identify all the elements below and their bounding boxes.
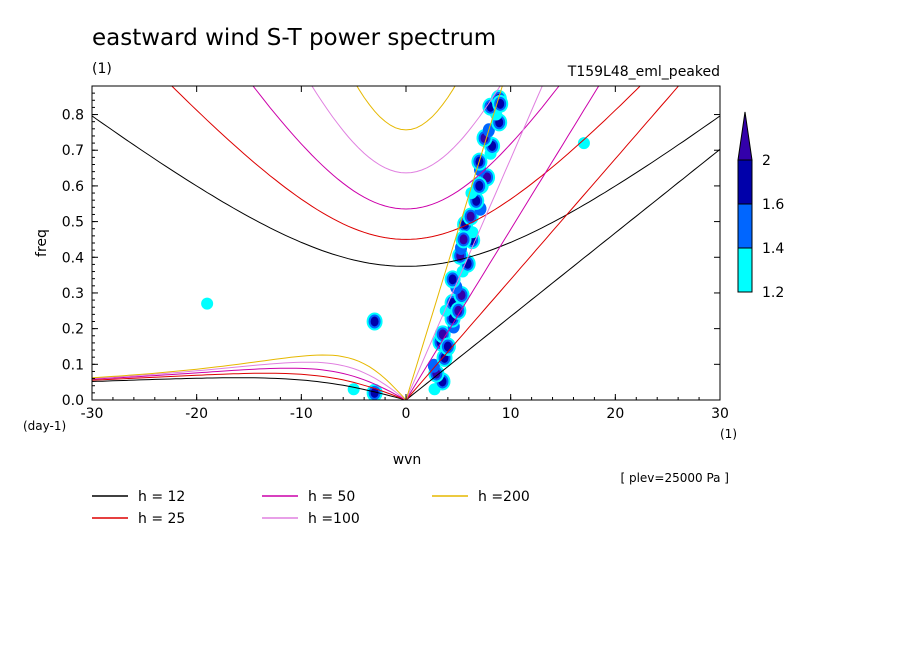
y-tick-label: 0.6 [62,179,84,195]
legend-label: h =200 [478,489,530,505]
chart-units: (1) [92,61,112,77]
x-axis-units: (1) [720,427,737,441]
dispersion-curve [92,372,407,400]
plot-frame [91,85,721,401]
power-region-outer [577,137,590,150]
legend-label: h = 50 [308,489,355,505]
y-tick-label: 0.2 [62,322,84,338]
y-tick-label: 0.8 [62,108,84,124]
power-region-core [370,316,379,327]
run-label: T159L48_eml_peaked [567,64,720,80]
y-tick-label: 0.1 [62,357,84,373]
legend-label: h = 25 [138,511,185,527]
colorbar-extend-top [737,111,753,161]
colorbar-segment [737,203,753,249]
y-tick-label: 0.5 [62,215,84,231]
x-tick-label: -20 [185,406,208,422]
dispersion-curve [405,86,600,400]
dispersion-curve [405,86,543,400]
power-region-core [438,329,447,340]
dispersion-curve [252,86,560,210]
power-region-core [459,234,468,245]
dispersion-curve [171,86,641,240]
colorbar-label: 1.6 [762,197,784,213]
power-region-core [466,211,475,222]
x-tick-label: 10 [502,406,520,422]
colorbar-label: 1.4 [762,241,784,257]
dispersion-curve [92,115,720,267]
colorbar: 2 1.6 1.4 1.2 [737,111,784,301]
x-tick-label: -30 [81,406,104,422]
dispersion-curve [311,86,501,174]
dispersion-curve [92,361,407,400]
x-tick-label: 0 [402,406,411,422]
x-tick-label: 30 [711,406,729,422]
y-tick-label: 0.3 [62,286,84,302]
y-axis-label: freq [34,229,50,257]
colorbar-segment [737,159,753,205]
y-tick-label: 0.4 [62,250,84,266]
dispersion-curve [405,148,720,400]
power-region-core [472,195,481,206]
power-region-core [475,180,484,191]
plot-area [92,86,720,400]
colorbar-label: 2 [762,153,771,169]
y-tick-label: 0.0 [62,393,84,409]
power-region-core [496,98,505,109]
power-region-mid [427,358,440,373]
power-region-outer [201,297,214,310]
colorbar-segment [737,247,753,293]
dispersion-curve [405,86,680,400]
power-region-core [443,341,452,352]
x-tick-label: -10 [290,406,313,422]
power-region-core [448,274,457,285]
legend-label: h =100 [308,511,360,527]
colorbar-label: 1.2 [762,285,784,301]
power-region-core [370,387,379,398]
dispersion-curve [92,354,407,400]
y-axis-units: (day-1) [23,419,66,433]
dispersion-curve [92,367,407,400]
level-note: [ plev=25000 Pa ] [620,471,729,485]
dispersion-curve [405,86,503,400]
legend: h = 12 h = 25 h = 50 h =100 h =200 [92,489,530,527]
chart-title: eastward wind S-T power spectrum [92,25,496,51]
legend-label: h = 12 [138,489,185,505]
power-region-core [454,305,463,316]
dispersion-curve [92,377,407,400]
x-axis-label: wvn [393,452,422,468]
dispersion-curve [356,86,456,131]
power-region-outer [347,383,360,396]
x-tick-label: 20 [606,406,624,422]
y-tick-label: 0.7 [62,143,84,159]
